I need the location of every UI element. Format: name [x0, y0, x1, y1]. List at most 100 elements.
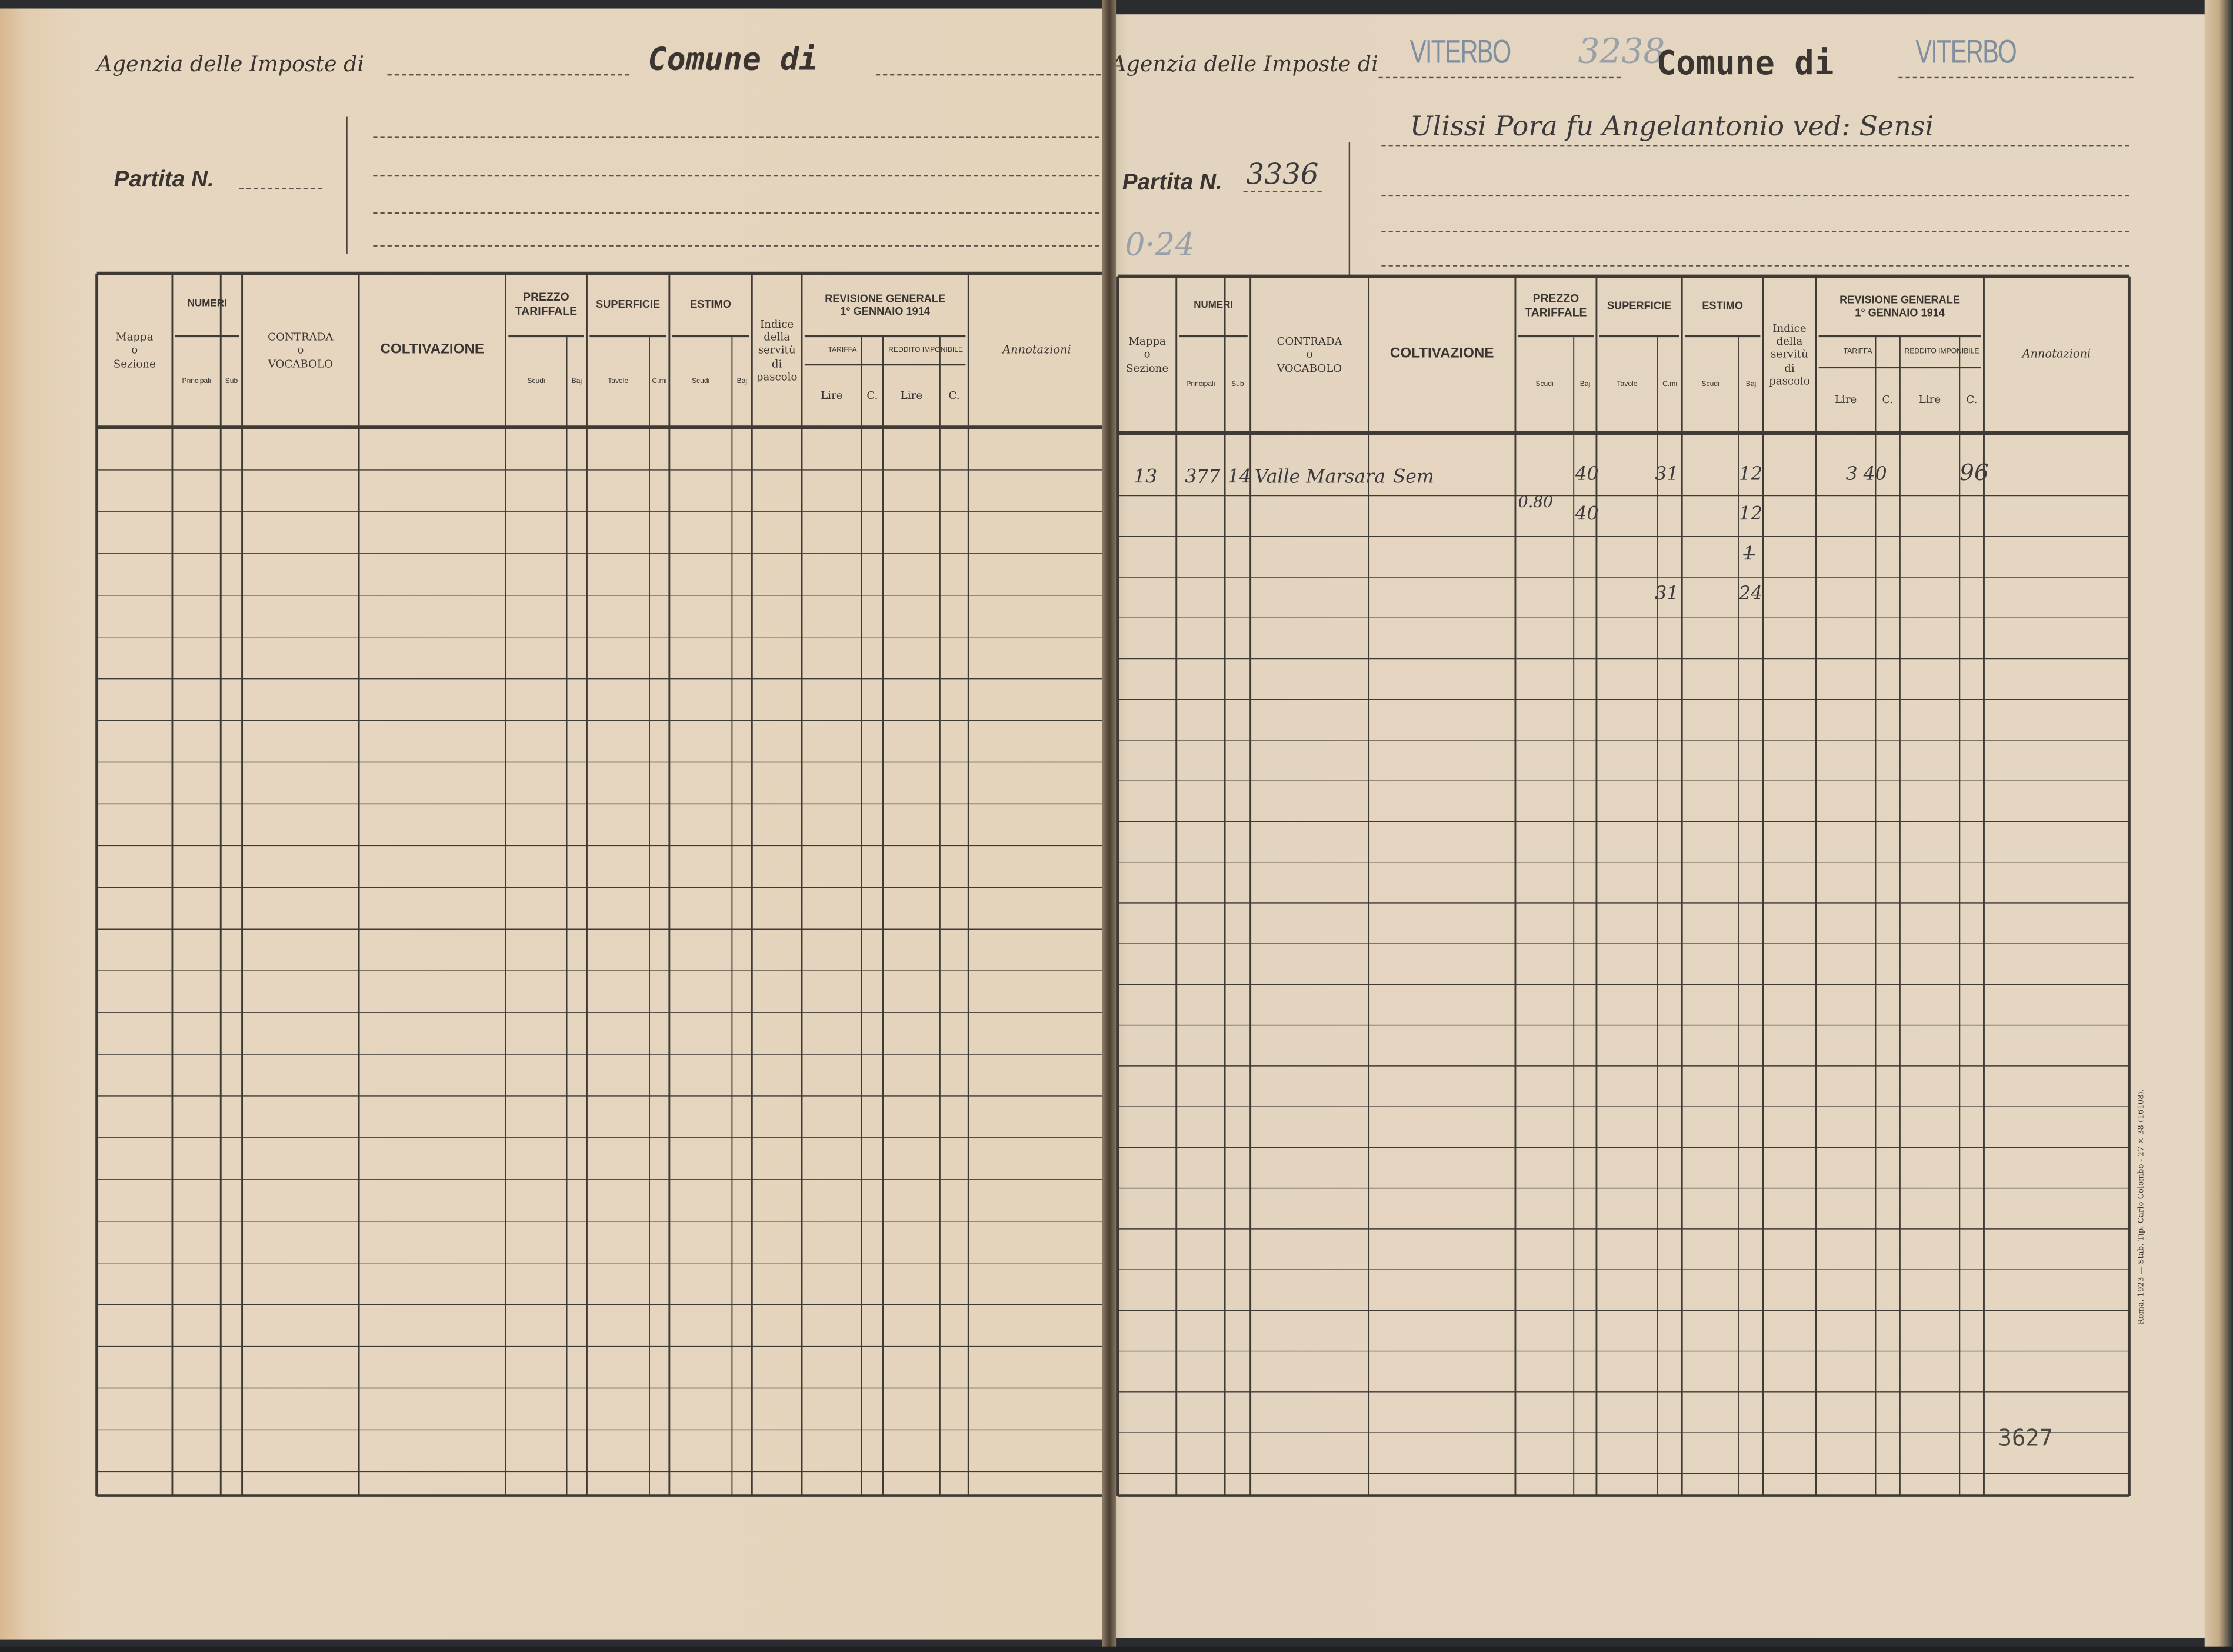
header-numeri: NUMERI: [187, 298, 227, 309]
entry-prezzo-baj: 40: [1575, 464, 1599, 486]
subheader-c: C.: [866, 389, 878, 402]
comune-field: [875, 74, 1101, 76]
entry-coltivazione: Sem: [1392, 467, 1434, 489]
subheader-sub: Sub: [225, 377, 238, 386]
comune-label: Comune di: [648, 42, 818, 79]
subheader-c: C.: [1966, 393, 1978, 407]
total-estimo: 24: [1739, 584, 1763, 605]
subheader-reddito: REDDITO IMPONIBILE: [888, 346, 964, 355]
entry-reddito: 96: [1959, 458, 1989, 486]
header-revisione: REVISIONE GENERALE 1° GENNAIO 1914: [825, 291, 946, 318]
name-line: [373, 136, 1100, 138]
header-estimo: ESTIMO: [690, 298, 731, 311]
header-coltivazione: COLTIVAZIONE: [1389, 345, 1494, 362]
comune-stamp: VITERBO: [1915, 32, 2017, 70]
subheader-sub: Sub: [1231, 380, 1244, 389]
partita-number: 3336: [1246, 156, 1319, 191]
subheader-cmi: C.mi: [652, 377, 667, 386]
header-annotazioni: Annotazioni: [1002, 343, 1071, 357]
agenzia-field: [1378, 76, 1621, 79]
header-superficie: SUPERFICIE: [596, 298, 661, 311]
entry-prezzo-scudi-2: 0.80: [1518, 492, 1554, 512]
name-line: [1381, 265, 2129, 267]
subheader-reddito: REDDITO IMPONIBILE: [1904, 347, 1979, 356]
subheader-tariffa: TARIFFA: [828, 346, 857, 355]
header-mappa: Mappa o Sezione: [113, 330, 156, 370]
entry-estimo-baj-2: 12: [1739, 504, 1763, 526]
name-line: [1381, 231, 2129, 232]
entry-principali: 377: [1185, 467, 1221, 489]
agenzia-number: 3238: [1578, 31, 1665, 72]
header-revisione: REVISIONE GENERALE 1° GENNAIO 1914: [1839, 292, 1961, 319]
partita-field: [1243, 191, 1322, 192]
owner-name: Ulissi Pora fu Angelantonio ved: Sensi: [1409, 111, 1934, 143]
comune-label: Comune di: [1656, 45, 1834, 83]
book-gutter: [1102, 0, 1117, 1647]
subheader-baj: Baj: [571, 377, 582, 386]
subheader-baj: Baj: [736, 377, 748, 386]
page-number: 3627: [1998, 1424, 2053, 1451]
subheader-lire: Lire: [1834, 393, 1857, 407]
subheader-tavole: Tavole: [1617, 380, 1638, 389]
name-line: [1381, 195, 2129, 197]
page-edges: [2204, 0, 2233, 1647]
table-grid: [1116, 274, 2131, 1497]
name-line: [373, 212, 1100, 214]
subheader-lire: Lire: [1918, 393, 1941, 407]
header-prezzo: PREZZO TARIFFALE: [515, 290, 577, 318]
subheader-principali: Principali: [182, 377, 211, 386]
header-contrada: CONTRADA o VOCABOLO: [1277, 334, 1342, 374]
entry-mappa: 13: [1134, 467, 1158, 489]
header-indice: Indice della servitù di pascolo: [756, 317, 798, 384]
header-mappa: Mappa o Sezione: [1126, 334, 1169, 374]
subheader-baj: Baj: [1745, 380, 1757, 389]
table-grid: [95, 271, 1107, 1497]
subheader-lire: Lire: [821, 389, 843, 402]
partita-label: Partita N.: [1122, 171, 1222, 195]
entry-contrada: Valle Marsara: [1254, 467, 1386, 489]
pencil-note: 0·24: [1125, 228, 1195, 264]
total-superficie: 31: [1655, 584, 1679, 605]
subheader-c: C.: [948, 389, 960, 402]
subheader-tariffa: TARIFFA: [1843, 347, 1872, 356]
agenzia-label: Agenzia delle Imposte di: [1111, 51, 1378, 77]
subheader-c: C.: [1882, 393, 1894, 407]
comune-field: [1898, 76, 2134, 79]
entry-estimo-struck: 1: [1743, 544, 1755, 566]
partita-label: Partita N.: [114, 168, 214, 192]
subheader-scudi: Scudi: [1701, 380, 1719, 389]
subheader-principali: Principali: [1186, 380, 1215, 389]
subheader-baj: Baj: [1579, 380, 1591, 389]
header-coltivazione: COLTIVAZIONE: [380, 341, 485, 358]
subheader-scudi: Scudi: [1535, 380, 1554, 389]
subheader-lire: Lire: [900, 389, 923, 402]
name-line: [1381, 145, 2129, 147]
entry-superficie-cmi: 31: [1655, 464, 1679, 486]
entry-prezzo-baj-2: 40: [1575, 504, 1599, 526]
header-annotazioni: Annotazioni: [2022, 347, 2091, 361]
entry-estimo-baj: 12: [1739, 464, 1763, 486]
entry-sub: 14: [1227, 467, 1251, 489]
header-numeri: NUMERI: [1194, 299, 1234, 310]
subheader-scudi: Scudi: [691, 377, 710, 386]
subheader-scudi: Scudi: [527, 377, 545, 386]
partita-field: [239, 188, 322, 189]
subheader-tavole: Tavole: [608, 377, 629, 386]
printer-line: Roma, 1923 — Stab. Tip. Carlo Colombo - …: [2137, 1088, 2147, 1325]
agenzia-label: Agenzia delle Imposte di: [96, 51, 364, 77]
subheader-cmi: C.mi: [1662, 380, 1678, 389]
header-estimo: ESTIMO: [1702, 299, 1744, 312]
entry-tariffa: 3 40: [1845, 464, 1887, 486]
right-page: Agenzia delle Imposte di VITERBO 3238 Co…: [1108, 14, 2208, 1638]
header-prezzo: PREZZO TARIFFALE: [1525, 292, 1587, 319]
name-line: [373, 175, 1100, 177]
bracket-line: [346, 116, 348, 254]
header-contrada: CONTRADA o VOCABOLO: [268, 330, 334, 370]
bracket-line: [1348, 142, 1351, 278]
agenzia-stamp: VITERBO: [1409, 32, 1511, 70]
header-superficie: SUPERFICIE: [1607, 299, 1672, 312]
header-indice: Indice della servitù di pascolo: [1769, 321, 1810, 388]
name-line: [373, 245, 1100, 247]
agenzia-field: [387, 74, 630, 76]
